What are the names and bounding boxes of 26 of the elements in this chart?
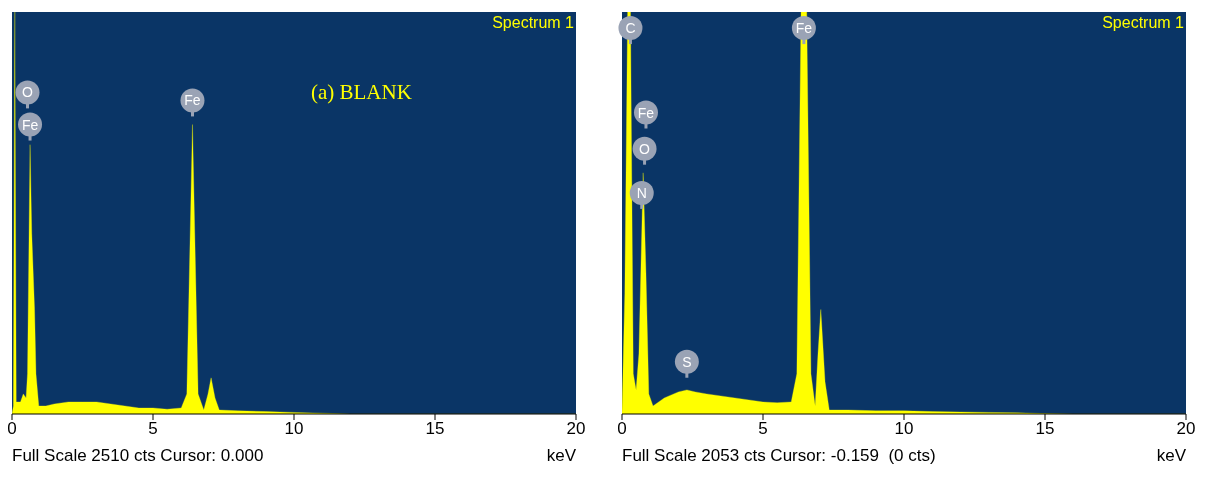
annotation: C xyxy=(625,20,636,37)
x-tick-label: 15 xyxy=(425,419,445,439)
annotation: S xyxy=(682,353,692,370)
chart-title: Spectrum 1 xyxy=(1102,14,1184,32)
annotation: O xyxy=(22,84,34,101)
annotation: Fe xyxy=(795,20,813,37)
x-tick-label: 20 xyxy=(1176,419,1196,439)
annotation: (a) BLANK xyxy=(310,80,412,105)
x-tick-label: 5 xyxy=(148,419,158,439)
x-axis-title: keV xyxy=(546,446,576,466)
text: Full Scale 2053 cts Cursor: -0.159 (0 cts) xyxy=(622,446,936,466)
x-tick-label: 0 xyxy=(7,419,17,439)
x-tick-label: 0 xyxy=(617,419,627,439)
annotation: Fe xyxy=(21,116,39,133)
text: Full Scale 2510 cts Cursor: 0.000 xyxy=(12,446,264,466)
chart-title: Spectrum 1 xyxy=(492,14,574,32)
annotation: Fe xyxy=(184,92,201,109)
x-tick-label: 15 xyxy=(1035,419,1055,439)
annotation: O xyxy=(639,140,651,157)
annotation: Fe xyxy=(637,104,655,121)
x-tick-label: 10 xyxy=(894,419,914,439)
x-axis-title: keV xyxy=(1156,446,1186,466)
annotation: N xyxy=(636,184,647,201)
x-tick-label: 5 xyxy=(758,419,768,439)
x-tick-label: 20 xyxy=(566,419,586,439)
x-tick-label: 10 xyxy=(284,419,304,439)
